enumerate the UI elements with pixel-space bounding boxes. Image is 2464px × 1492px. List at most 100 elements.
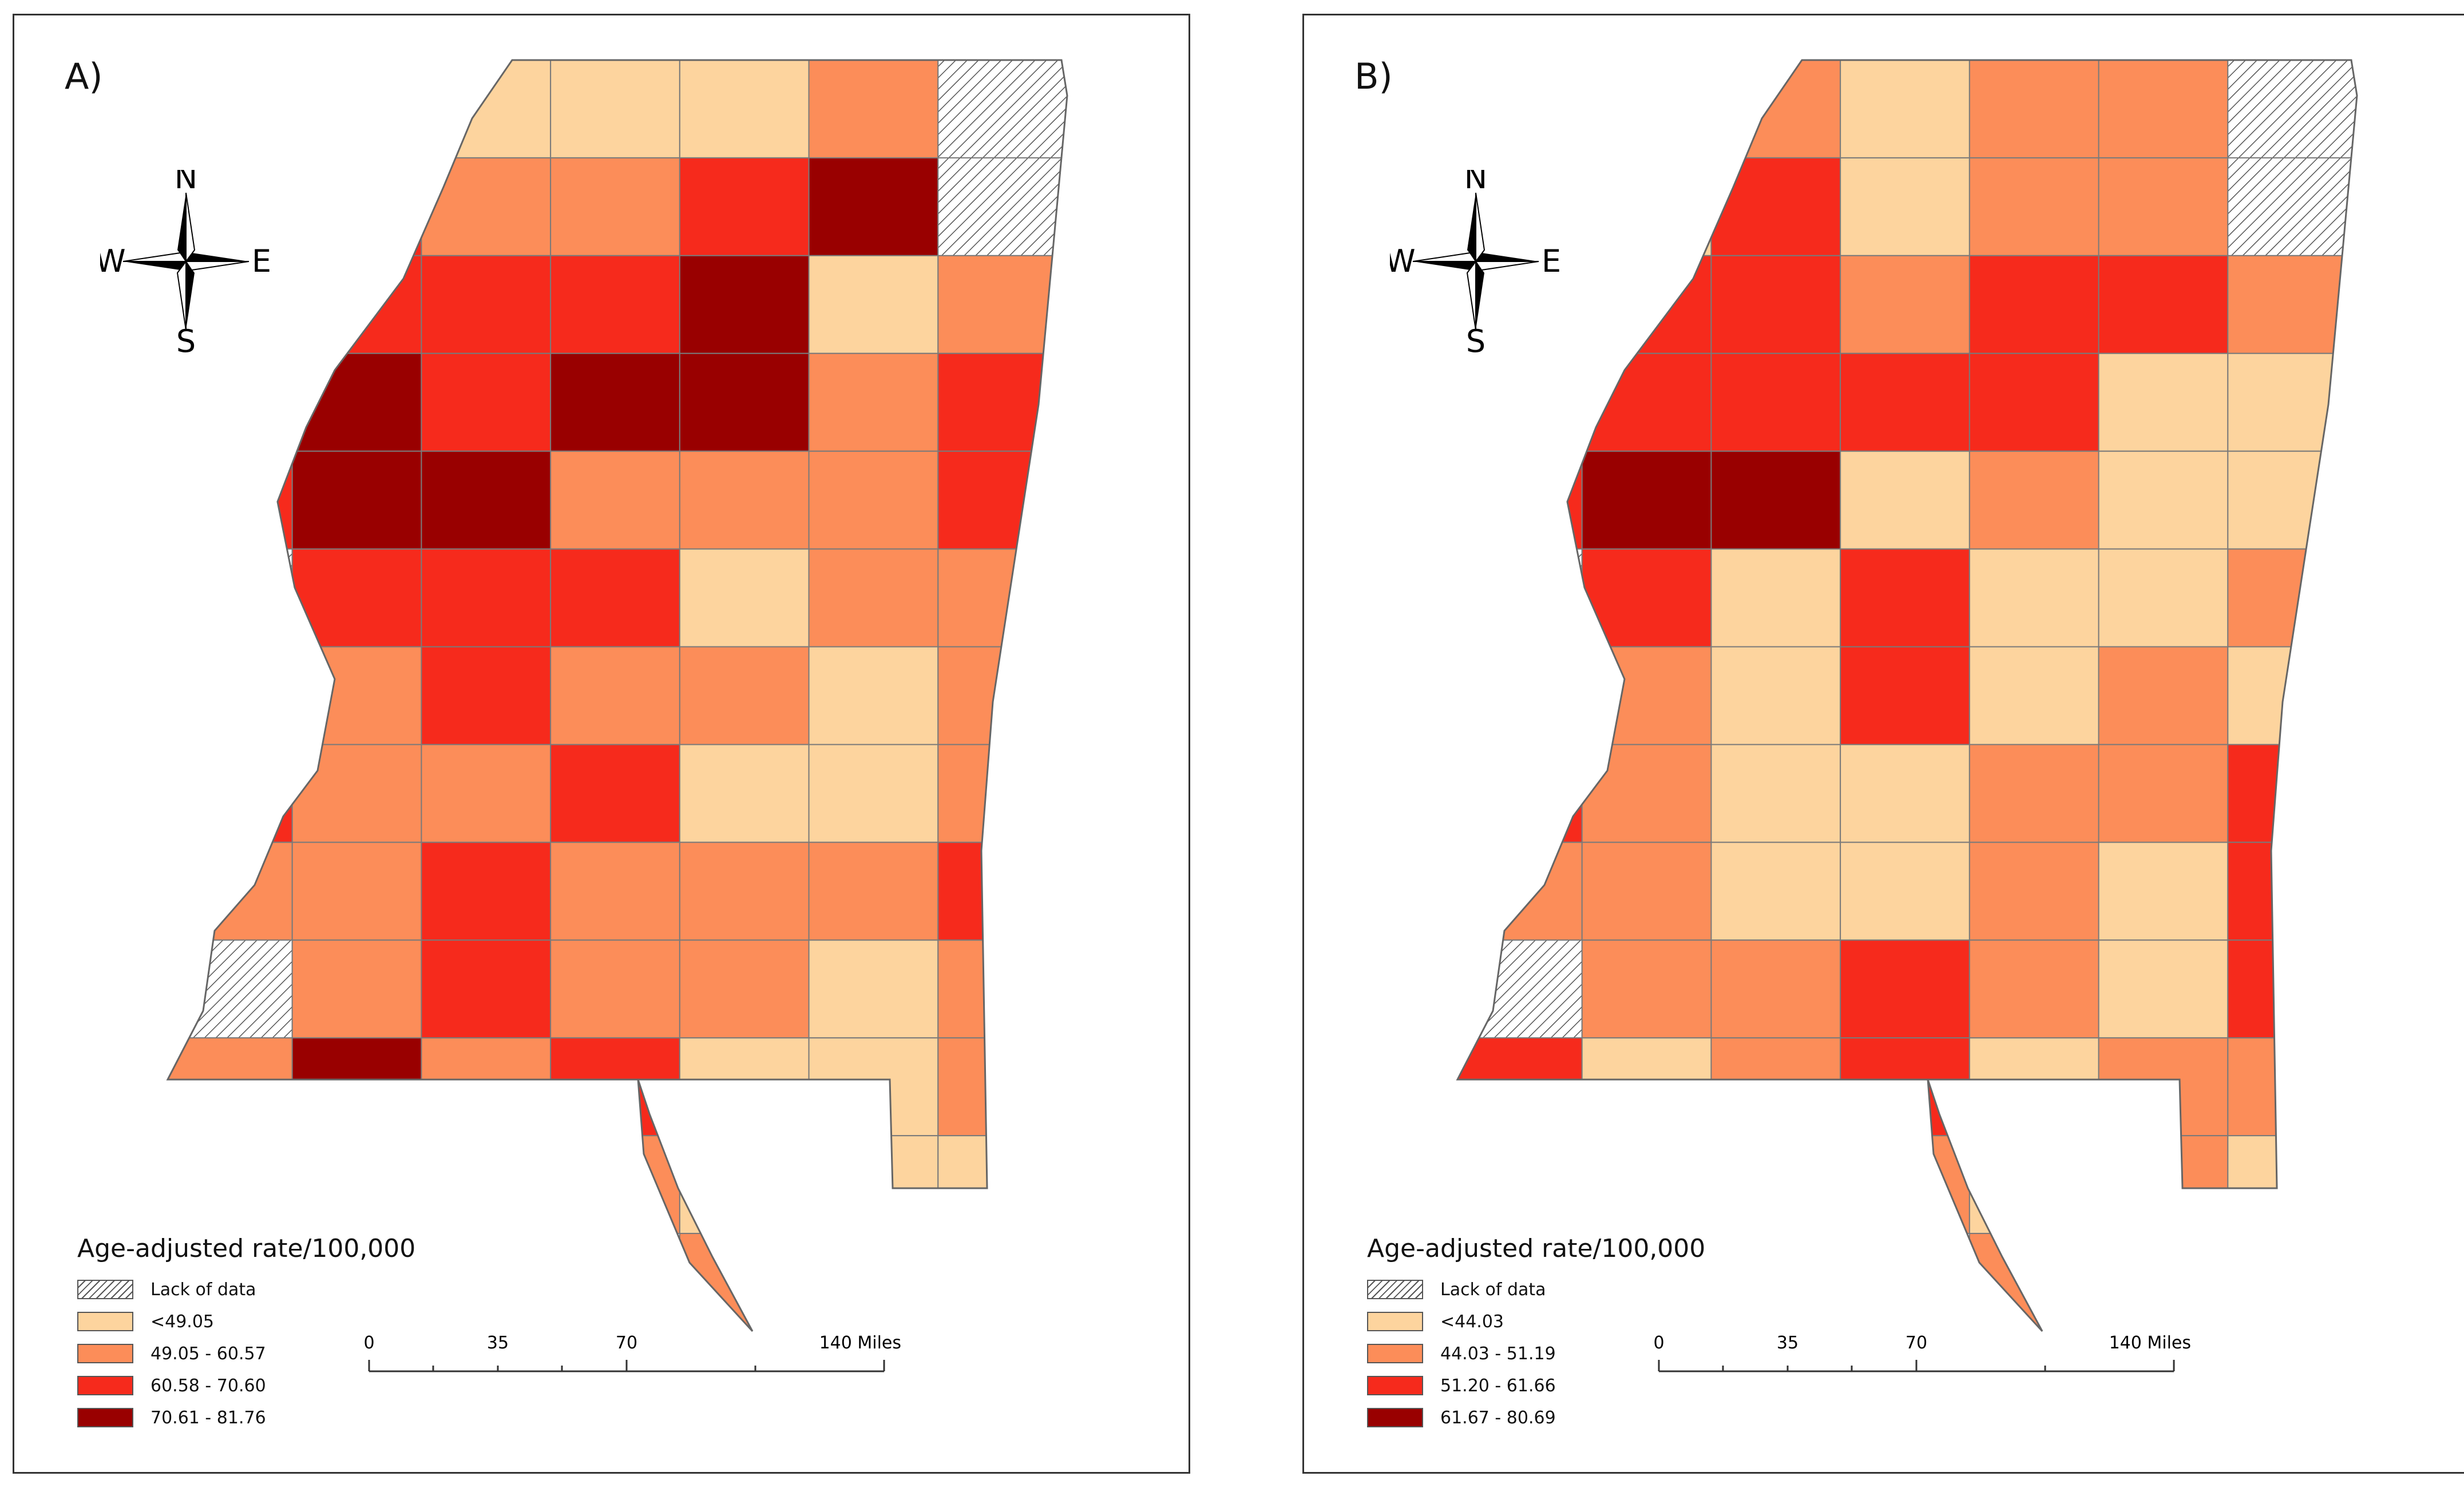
county-polygon: [1710, 352, 1841, 452]
county-polygon: [2098, 1135, 2229, 1235]
county-polygon: [2227, 1233, 2357, 1331]
north-arrow-compass-icon: N S W E: [1390, 170, 1561, 353]
county-polygon: [937, 744, 1067, 843]
county-polygon: [2227, 1037, 2357, 1137]
county-polygon: [1968, 646, 2099, 745]
county-polygon: [1968, 1037, 2099, 1137]
county-polygon: [291, 744, 422, 843]
map-panel-a: A) N S W E Age-adjusted rate/100,000 Lac…: [13, 14, 1190, 1474]
compass-n: N: [1464, 170, 1487, 196]
county-polygon: [2098, 352, 2229, 452]
county-polygon: [550, 1037, 680, 1137]
county-polygon: [2098, 255, 2229, 354]
legend-item: 70.61 - 81.76: [77, 1402, 478, 1434]
county-polygon: [808, 1135, 939, 1235]
county-polygon: [679, 1135, 810, 1235]
county-polygon: [1840, 1135, 1970, 1235]
county-polygon: [2227, 157, 2357, 256]
county-polygon: [2098, 646, 2229, 745]
county-polygon: [1968, 450, 2099, 550]
legend-item: <44.03: [1367, 1306, 1768, 1338]
county-polygon: [1710, 939, 1841, 1039]
county-polygon: [291, 352, 422, 452]
county-polygon: [808, 450, 939, 550]
county-polygon: [1968, 60, 2099, 158]
county-polygon: [168, 450, 293, 550]
scale-tick-label: 70: [616, 1333, 637, 1353]
legend-label: 61.67 - 80.69: [1440, 1407, 1556, 1428]
county-polygon: [1840, 842, 1970, 941]
county-polygon: [2098, 1037, 2229, 1137]
county-polygon: [1968, 352, 2099, 452]
county-polygon: [291, 60, 422, 158]
county-polygon: [937, 450, 1067, 550]
choropleth-map: [166, 59, 1068, 1332]
legend-label: <49.05: [150, 1311, 215, 1332]
county-polygon: [421, 450, 552, 550]
scale-tick-label: 140 Miles: [819, 1333, 901, 1353]
county-polygon: [1710, 1135, 1841, 1235]
county-polygon: [421, 157, 552, 256]
county-polygon: [1457, 1135, 1583, 1235]
county-polygon: [808, 157, 939, 256]
county-polygon: [1968, 1135, 2099, 1235]
county-polygon: [550, 744, 680, 843]
county-polygon: [1457, 352, 1583, 452]
compass-w: W: [1390, 243, 1416, 279]
county-polygon: [1840, 548, 1970, 648]
scale-tick-label: 0: [363, 1333, 374, 1353]
county-polygon: [421, 255, 552, 354]
scale-tick-label: 70: [1906, 1333, 1927, 1353]
county-polygon: [1840, 60, 1970, 158]
county-polygon: [1840, 1037, 1970, 1137]
county-polygon: [550, 255, 680, 354]
county-polygon: [291, 1135, 422, 1235]
county-polygon: [421, 1037, 552, 1137]
county-polygon: [1710, 157, 1841, 256]
county-polygon: [291, 450, 422, 550]
county-polygon: [2098, 939, 2229, 1039]
choropleth-map: [1456, 59, 2358, 1332]
county-polygon: [1457, 450, 1583, 550]
legend-label: 44.03 - 51.19: [1440, 1343, 1556, 1364]
county-polygon: [2098, 548, 2229, 648]
legend-label: 49.05 - 60.57: [150, 1343, 266, 1364]
county-polygon: [808, 60, 939, 158]
county-polygon: [1710, 842, 1841, 941]
county-polygon: [421, 646, 552, 745]
county-polygon: [168, 646, 293, 745]
county-polygon: [1840, 646, 1970, 745]
county-polygon: [1968, 157, 2099, 256]
county-polygon: [679, 548, 810, 648]
county-polygon: [1581, 1037, 1712, 1137]
map-panel-b: B) N S W E Age-adjusted rate/100,000 Lac…: [1302, 14, 2464, 1474]
county-polygon: [2227, 60, 2357, 158]
county-polygon: [1457, 939, 1583, 1039]
county-polygon: [679, 352, 810, 452]
county-polygon: [937, 646, 1067, 745]
scale-tick-label: 0: [1653, 1333, 1664, 1353]
county-polygon: [679, 60, 810, 158]
county-polygon: [550, 157, 680, 256]
county-polygon: [1840, 744, 1970, 843]
legend-item: <49.05: [77, 1306, 478, 1338]
legend-label: 51.20 - 61.66: [1440, 1375, 1556, 1396]
compass-w: W: [100, 243, 126, 279]
legend-title: Age-adjusted rate/100,000: [77, 1234, 416, 1263]
county-polygon: [808, 548, 939, 648]
county-polygon: [2227, 646, 2357, 745]
legend-item: 44.03 - 51.19: [1367, 1338, 1768, 1370]
map-legend: Age-adjusted rate/100,000 Lack of data <…: [77, 1234, 478, 1434]
county-polygon: [421, 352, 552, 452]
county-polygon: [168, 60, 293, 158]
county-polygon: [291, 255, 422, 354]
county-polygon: [421, 939, 552, 1039]
legend-swatch: [77, 1280, 133, 1299]
county-polygon: [2098, 744, 2229, 843]
county-polygon: [808, 1037, 939, 1137]
county-polygon: [2098, 1233, 2229, 1331]
county-polygon: [168, 939, 293, 1039]
county-polygon: [679, 744, 810, 843]
county-polygon: [2227, 548, 2357, 648]
county-polygon: [1457, 842, 1583, 941]
